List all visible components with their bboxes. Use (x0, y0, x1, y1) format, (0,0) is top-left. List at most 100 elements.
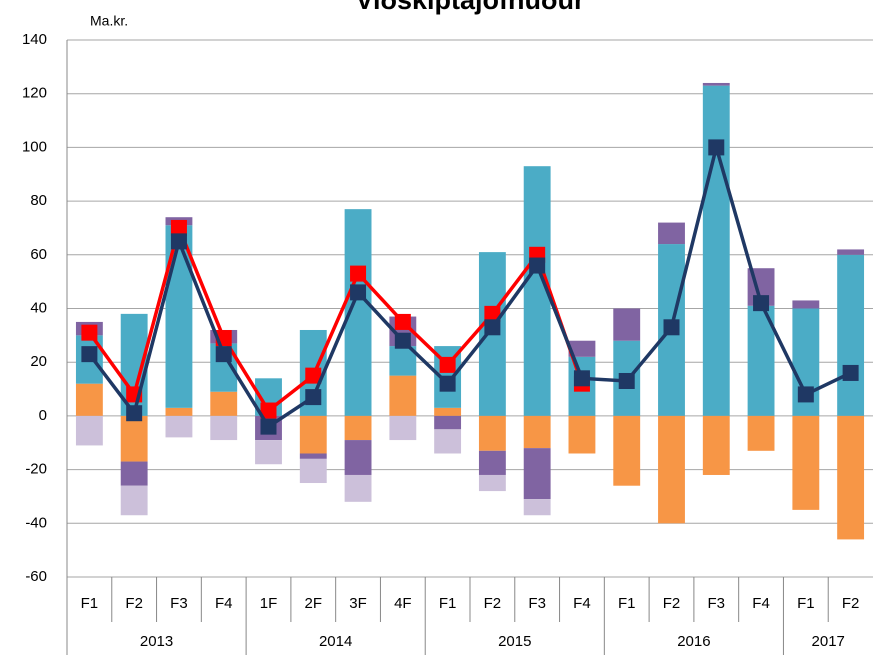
y-tick-label: -20 (25, 461, 47, 478)
line-marker (439, 356, 456, 373)
bar-segment (792, 415, 820, 510)
bar-segment (120, 415, 148, 462)
bar-segment (389, 415, 417, 441)
y-tick-label: 100 (22, 138, 47, 155)
line-marker (126, 405, 143, 422)
group-label: 2013 (140, 633, 173, 650)
y-tick-label: -60 (25, 568, 47, 585)
bar-segment (613, 308, 641, 341)
bar-segment (478, 415, 506, 451)
bar-segment (210, 391, 238, 416)
bar-segment (75, 383, 103, 416)
line (87, 140, 852, 430)
line-marker (350, 284, 367, 301)
bar-segment (434, 429, 462, 454)
line-marker (842, 364, 859, 381)
bar-segment (344, 440, 372, 475)
bar-segment (837, 415, 865, 540)
line-marker (260, 418, 277, 435)
line-marker (529, 257, 546, 274)
x-tick-label: F2 (842, 595, 860, 612)
line-marker (170, 219, 187, 236)
line-marker (797, 386, 814, 403)
x-tick-label: F2 (663, 595, 681, 612)
line-marker (81, 324, 98, 341)
line-marker (394, 313, 411, 330)
bar-segment (523, 415, 551, 449)
bar-segment (792, 300, 820, 309)
bar-segment (568, 415, 596, 454)
bar-segment (702, 82, 730, 86)
line-marker (394, 332, 411, 349)
bar-segment (389, 375, 417, 416)
line-marker (81, 346, 98, 363)
line-marker (708, 139, 725, 156)
x-tick-label: 4F (394, 595, 412, 612)
bar-segment (299, 458, 327, 484)
line-marker (305, 367, 322, 384)
line-marker (753, 295, 770, 312)
line-marker (618, 372, 635, 389)
x-tick-label: 1F (260, 595, 278, 612)
x-tick-label: F3 (170, 595, 188, 612)
group-label: 2015 (498, 633, 531, 650)
bar-segment (613, 415, 641, 486)
x-tick-label: F2 (125, 595, 143, 612)
bar-segment (120, 461, 148, 486)
line-marker (350, 265, 367, 282)
bar-segment (658, 415, 685, 524)
x-tick-label: F1 (797, 595, 815, 612)
bar-segment (434, 415, 462, 430)
bar-segment (210, 415, 238, 441)
y-tick-label: -40 (25, 514, 47, 531)
y-tick-label: 20 (30, 353, 47, 370)
bar-segment (568, 340, 596, 357)
group-label: 2017 (812, 633, 845, 650)
line (87, 222, 584, 414)
y-tick-label: 140 (22, 31, 47, 48)
x-tick-label: F4 (573, 595, 591, 612)
y-tick-label: 60 (30, 246, 47, 263)
x-tick-label: 2F (305, 595, 323, 612)
x-tick-label: F2 (484, 595, 502, 612)
bar-segment (478, 474, 506, 492)
y-tick-label: 80 (30, 192, 47, 209)
bar-segment (299, 453, 327, 459)
bar-segment (344, 415, 372, 441)
bar-segment (523, 448, 551, 500)
bar-segment (344, 474, 372, 502)
y-tick-label: 120 (22, 85, 47, 102)
bar-segment (255, 440, 282, 465)
y-tick-label: 40 (30, 299, 47, 316)
line-marker (439, 375, 456, 392)
bar-segment (120, 485, 148, 516)
x-tick-label: F1 (618, 595, 636, 612)
x-tick-label: 3F (349, 595, 367, 612)
bar-segment (837, 249, 865, 255)
bar-segment (478, 450, 506, 475)
bar-segment (747, 415, 775, 451)
bar-segment (299, 415, 327, 454)
x-tick-label: F1 (439, 595, 457, 612)
y-axis-unit: Ma.kr. (90, 13, 128, 29)
bar-segment (837, 254, 865, 416)
x-tick-label: F3 (708, 595, 726, 612)
line-marker (484, 319, 501, 336)
x-tick-label: F4 (215, 595, 233, 612)
bar-segment (658, 222, 685, 245)
bar-segment (75, 415, 103, 446)
line-marker (573, 370, 590, 387)
bar-segment (434, 407, 462, 416)
line-marker (663, 319, 680, 336)
group-label: 2014 (319, 633, 352, 650)
line-marker (215, 346, 232, 363)
chart-title: Viðskiptajöfnuður (355, 0, 585, 15)
line-marker (305, 389, 322, 406)
line-marker (170, 233, 187, 250)
bar-segment (165, 415, 193, 438)
x-tick-label: F1 (81, 595, 99, 612)
group-label: 2016 (677, 633, 710, 650)
bar-segment (702, 85, 730, 416)
x-tick-label: F3 (528, 595, 546, 612)
